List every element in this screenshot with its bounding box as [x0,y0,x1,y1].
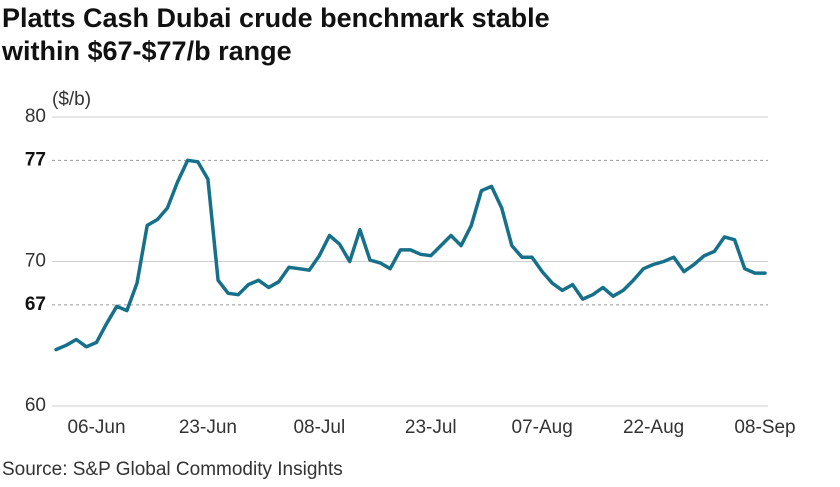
x-tick-label: 22-Aug [623,417,684,438]
y-tick-label: 70 [25,251,46,272]
reference-label: 77 [25,149,46,170]
x-tick-label: 06-Jun [67,417,125,438]
y-axis-label: ($/b) [52,89,91,110]
line-series [54,158,767,352]
x-tick-label: 08-Sep [734,417,795,438]
x-tick-label: 07-Aug [512,417,573,438]
y-tick-label: 60 [25,395,46,416]
x-tick-label: 23-Jun [179,417,237,438]
chart-title: Platts Cash Dubai crude benchmark stable… [2,3,550,66]
source: Source: S&P Global Commodity Insights [2,459,343,480]
x-tick-label: 08-Jul [293,417,345,438]
y-tick-label: 80 [25,106,46,127]
reference-label: 67 [25,294,46,315]
x-tick-label: 23-Jul [405,417,457,438]
